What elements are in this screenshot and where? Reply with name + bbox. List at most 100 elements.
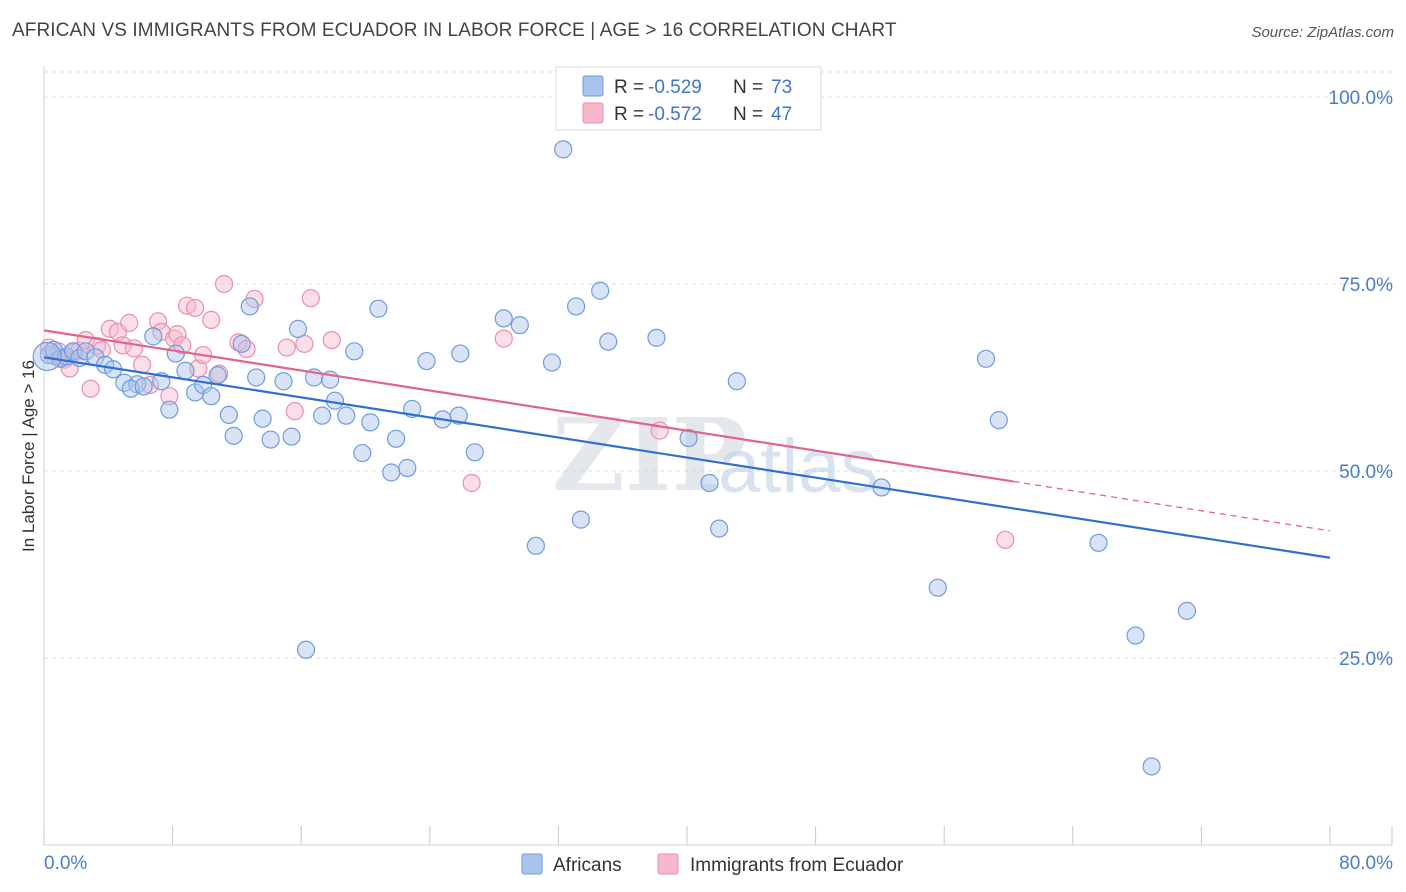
ecuador-point xyxy=(214,274,234,294)
africans-point xyxy=(261,430,280,449)
legend-n-label-ecuador: N = xyxy=(733,104,763,125)
africans-point xyxy=(224,426,243,445)
africans-point xyxy=(253,409,272,428)
africans-point xyxy=(647,328,666,347)
africans-point xyxy=(369,299,388,318)
africans-point xyxy=(386,429,406,448)
bottom-legend-swatch-africans xyxy=(521,853,543,875)
africans-point xyxy=(296,640,316,659)
africans-point xyxy=(700,473,719,493)
africans-point xyxy=(353,443,372,463)
y-tick-labels: 25.0% 50.0% 75.0% 100.0% xyxy=(1329,88,1394,670)
ecuador-point xyxy=(494,329,513,348)
africans-point xyxy=(382,463,401,482)
legend-n-value-ecuador: 47 xyxy=(771,104,792,125)
africans-point xyxy=(134,377,153,396)
africans-point xyxy=(208,366,227,385)
bottom-legend: Africans Immigrants from Ecuador xyxy=(521,853,904,876)
africans-point xyxy=(166,344,185,363)
legend-swatch-africans xyxy=(582,75,604,97)
africans-point xyxy=(240,297,259,316)
africans-point xyxy=(345,342,364,361)
africans-point xyxy=(219,405,238,424)
africans-point xyxy=(282,427,301,446)
africans-point xyxy=(449,406,468,425)
africans-point xyxy=(176,361,195,380)
africans-point xyxy=(63,342,83,361)
africans-point xyxy=(679,428,698,448)
trendline-ecuador-extension xyxy=(1013,480,1331,532)
africans-point xyxy=(566,297,586,316)
legend-r-label-africans: R = xyxy=(614,77,644,98)
africans-point xyxy=(571,510,591,529)
x-tick-label-min: 0.0% xyxy=(44,853,87,874)
africans-point xyxy=(554,140,573,159)
bottom-legend-africans: Africans xyxy=(553,855,622,876)
africans-point xyxy=(465,443,484,462)
africans-point xyxy=(989,411,1008,430)
bottom-legend-ecuador: Immigrants from Ecuador xyxy=(690,855,904,876)
y-tick-label: 100.0% xyxy=(1329,88,1394,109)
chart-title: AFRICAN VS IMMIGRANTS FROM ECUADOR IN LA… xyxy=(12,20,897,41)
ecuador-point xyxy=(462,473,481,493)
ecuador-point xyxy=(996,530,1015,549)
legend-box: R = -0.529 N = 73 R = -0.572 N = 47 xyxy=(555,66,822,131)
africans-point xyxy=(599,332,618,351)
ecuador-point xyxy=(160,387,179,406)
africans-point xyxy=(274,372,293,391)
africans-point xyxy=(526,536,545,555)
ecuador-point xyxy=(322,331,341,350)
source-credit: Source: ZipAtlas.com xyxy=(1251,24,1394,41)
legend-r-value-africans: -0.529 xyxy=(648,77,702,98)
ecuador-point xyxy=(277,338,296,357)
y-axis-label: In Labor Force | Age > 16 xyxy=(19,360,38,552)
africans-point-cluster xyxy=(32,341,62,372)
ecuador-point xyxy=(295,334,314,353)
x-tick-label-max: 80.0% xyxy=(1339,853,1393,874)
africans-point xyxy=(361,413,380,432)
ecuador-point xyxy=(120,313,139,332)
africans-point xyxy=(1089,533,1108,552)
africans-point xyxy=(337,406,356,425)
africans-point xyxy=(727,372,746,391)
ecuador-point xyxy=(92,340,111,359)
y-tick-label: 75.0% xyxy=(1339,275,1393,296)
africans-point xyxy=(494,309,513,328)
africans-point xyxy=(398,458,417,478)
africans-point xyxy=(76,342,95,361)
africans-point xyxy=(1142,757,1161,776)
africans-point xyxy=(288,319,308,338)
africans-point xyxy=(542,353,562,372)
africans-point xyxy=(247,368,266,387)
legend-r-label-ecuador: R = xyxy=(614,104,644,125)
y-tick-label: 50.0% xyxy=(1339,462,1393,483)
ecuador-point xyxy=(301,289,320,308)
legend-n-value-africans: 73 xyxy=(771,77,792,98)
africans-point xyxy=(160,400,179,419)
africans-point xyxy=(144,327,163,346)
ecuador-point xyxy=(285,402,304,421)
y-tick-label: 25.0% xyxy=(1339,649,1393,670)
africans-point xyxy=(1126,626,1145,645)
africans-point xyxy=(710,519,729,538)
legend-swatch-ecuador xyxy=(582,102,604,124)
legend-r-value-ecuador: -0.572 xyxy=(648,104,702,125)
africans-points xyxy=(32,140,1197,776)
africans-point xyxy=(591,281,610,300)
ecuador-point xyxy=(140,375,160,395)
africans-point xyxy=(232,334,251,353)
trendline-ecuador xyxy=(43,329,1014,483)
trendlines xyxy=(43,329,1331,559)
africans-point xyxy=(976,349,996,368)
africans-point xyxy=(928,578,947,597)
bottom-legend-swatch-ecuador xyxy=(657,853,679,875)
axes xyxy=(43,66,1393,846)
trendline-africans xyxy=(43,356,1331,559)
grid-lines xyxy=(44,71,1392,659)
ecuador-point xyxy=(168,325,187,344)
africans-point xyxy=(417,351,436,371)
legend-n-label-africans: N = xyxy=(733,77,763,98)
africans-point xyxy=(510,316,529,335)
africans-point xyxy=(451,344,470,363)
